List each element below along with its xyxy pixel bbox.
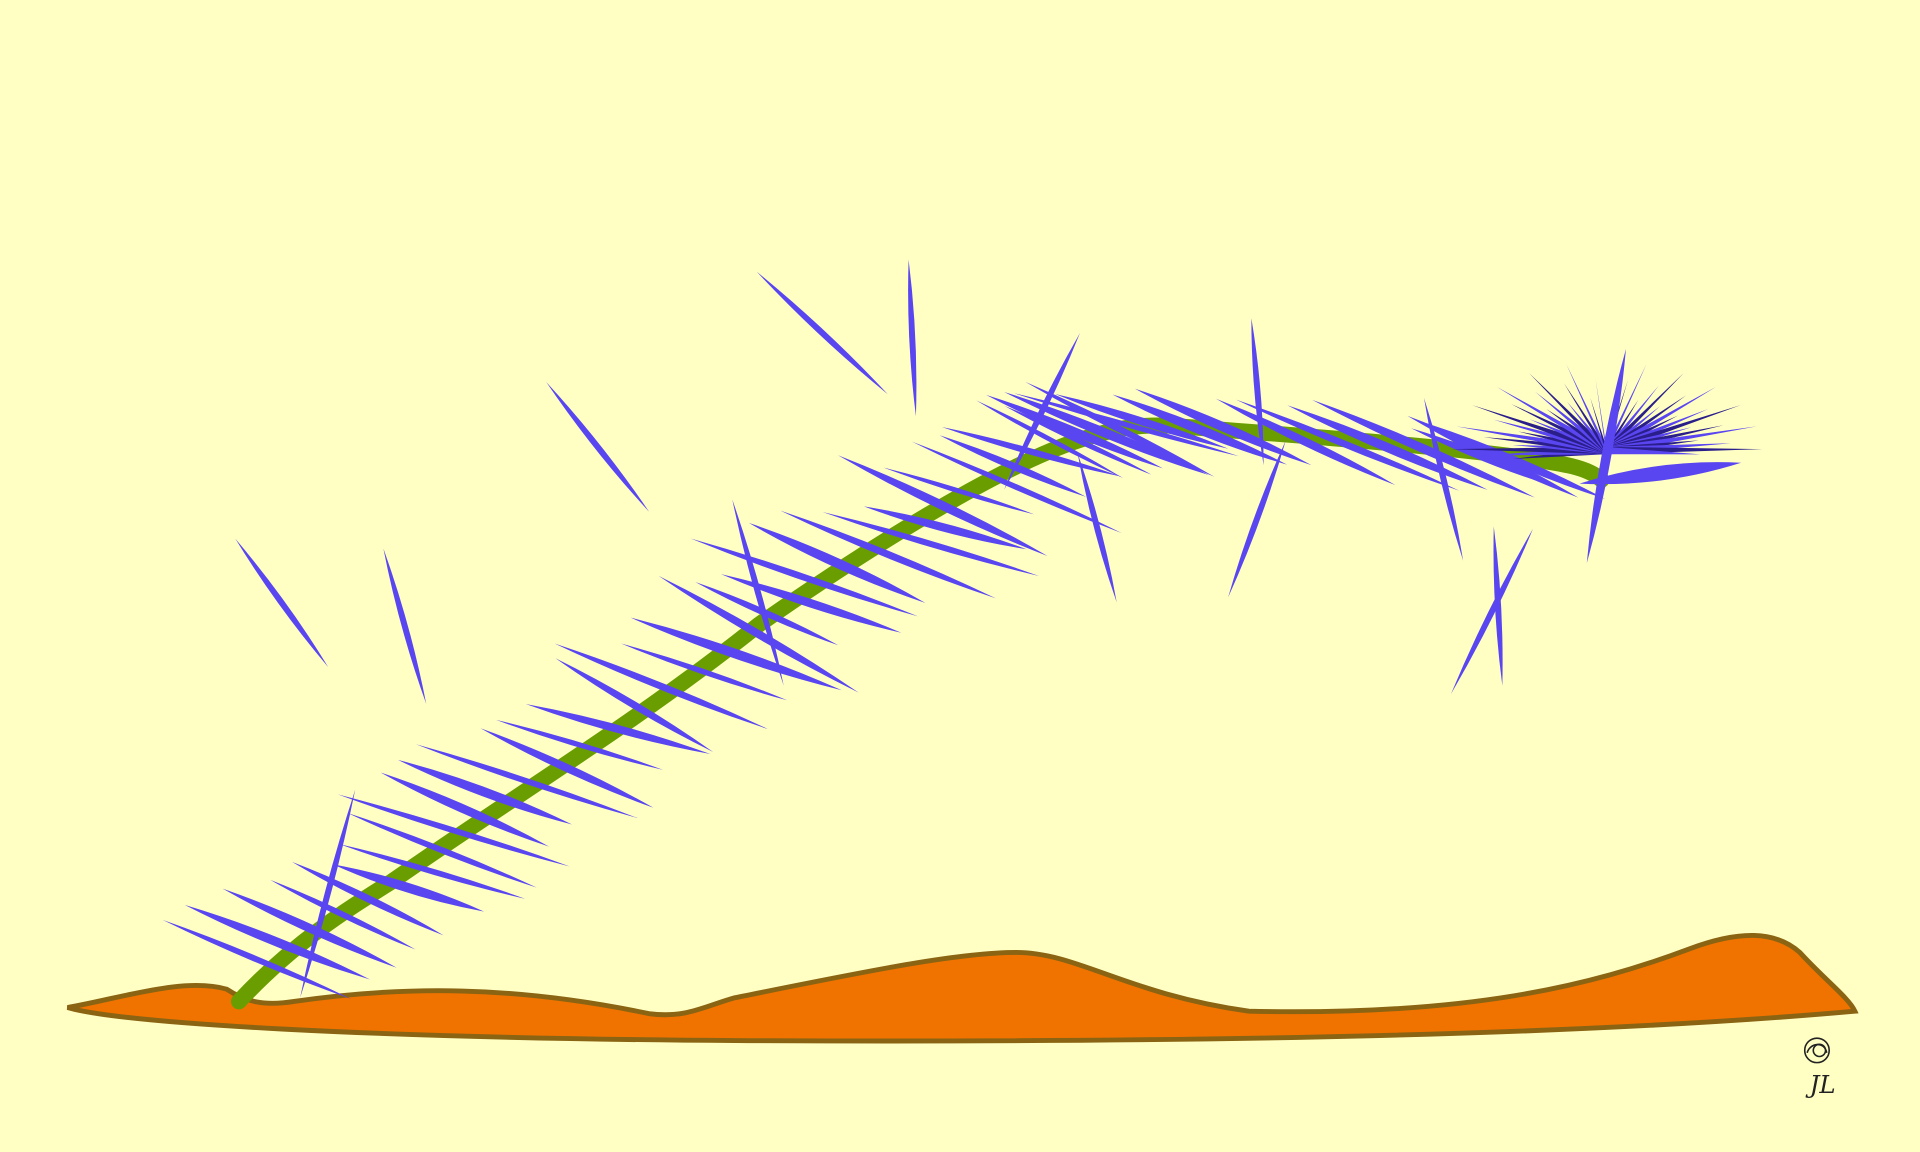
leaf [822, 512, 1039, 576]
leaf [941, 427, 1122, 477]
ground [66, 933, 1859, 1044]
leaf [1014, 393, 1239, 457]
flower-spike [1566, 401, 1607, 455]
leaf [300, 789, 356, 998]
signature-scribble [1803, 1037, 1830, 1064]
leaf [1312, 399, 1535, 498]
leaf [1112, 394, 1288, 465]
leaf [1423, 397, 1464, 561]
leaf [911, 441, 1122, 534]
leaf [347, 812, 537, 888]
leaf [976, 400, 1124, 479]
leaf [1287, 405, 1488, 490]
leaf [546, 381, 650, 512]
leaf [415, 744, 638, 819]
leaf [222, 888, 397, 968]
leaf [1407, 415, 1579, 498]
leaf [732, 499, 784, 686]
leaf [235, 538, 329, 668]
signature: JL [1805, 1070, 1836, 1099]
leaf [554, 643, 768, 730]
flower-spike [1595, 379, 1607, 455]
leaf [184, 904, 370, 980]
leaf [939, 435, 1087, 497]
flower-spike [1518, 431, 1607, 455]
leaf [985, 394, 1163, 469]
leaves [162, 259, 1606, 1000]
flower-spike [1606, 405, 1741, 455]
flower-spike [1456, 426, 1607, 455]
flower-spike [1566, 364, 1607, 455]
signature-scribble [1806, 1043, 1828, 1054]
flower-spike [1493, 419, 1607, 455]
flower-petal [1579, 462, 1742, 485]
leaf [383, 548, 427, 704]
leaf [332, 864, 485, 912]
leaf [863, 506, 1027, 550]
leaf [748, 522, 926, 604]
flower-spike [1590, 397, 1607, 455]
leaf [397, 759, 573, 825]
leaf [1077, 452, 1117, 603]
leaf [1004, 406, 1152, 475]
flower-spike [1496, 387, 1607, 455]
signature-mark [1803, 1037, 1830, 1064]
leaf [1228, 440, 1286, 598]
leaf [1134, 388, 1312, 466]
leaf [337, 794, 570, 867]
leaf [756, 271, 888, 395]
leaf [555, 658, 714, 753]
leaf [720, 574, 902, 633]
leaf [270, 879, 416, 950]
leaf [621, 643, 788, 701]
leaf [380, 772, 550, 847]
leaf [908, 259, 917, 417]
leaf [630, 617, 842, 691]
leaf [780, 510, 996, 599]
leaf [837, 455, 1048, 557]
leaf [658, 575, 859, 693]
flower-spike [1606, 446, 1701, 455]
leaf [1055, 394, 1229, 449]
flower-spike [1529, 419, 1607, 455]
flower-spike [1606, 364, 1647, 455]
flower-spike [1606, 385, 1659, 455]
leaf [525, 704, 711, 755]
leaf [883, 467, 1035, 515]
leaf [480, 728, 654, 808]
leaf [1450, 528, 1533, 695]
leaf [1236, 399, 1460, 491]
flower-spike [1511, 404, 1607, 455]
leaf [496, 719, 664, 770]
leaf [1493, 526, 1503, 686]
leaf [1426, 423, 1606, 499]
flower-petal [1586, 348, 1626, 564]
leaf [1004, 391, 1209, 475]
leaf [338, 843, 526, 899]
leaf [1025, 381, 1215, 477]
leaf [1251, 318, 1264, 466]
leaf [1004, 332, 1080, 490]
flower-spike [1483, 437, 1607, 455]
